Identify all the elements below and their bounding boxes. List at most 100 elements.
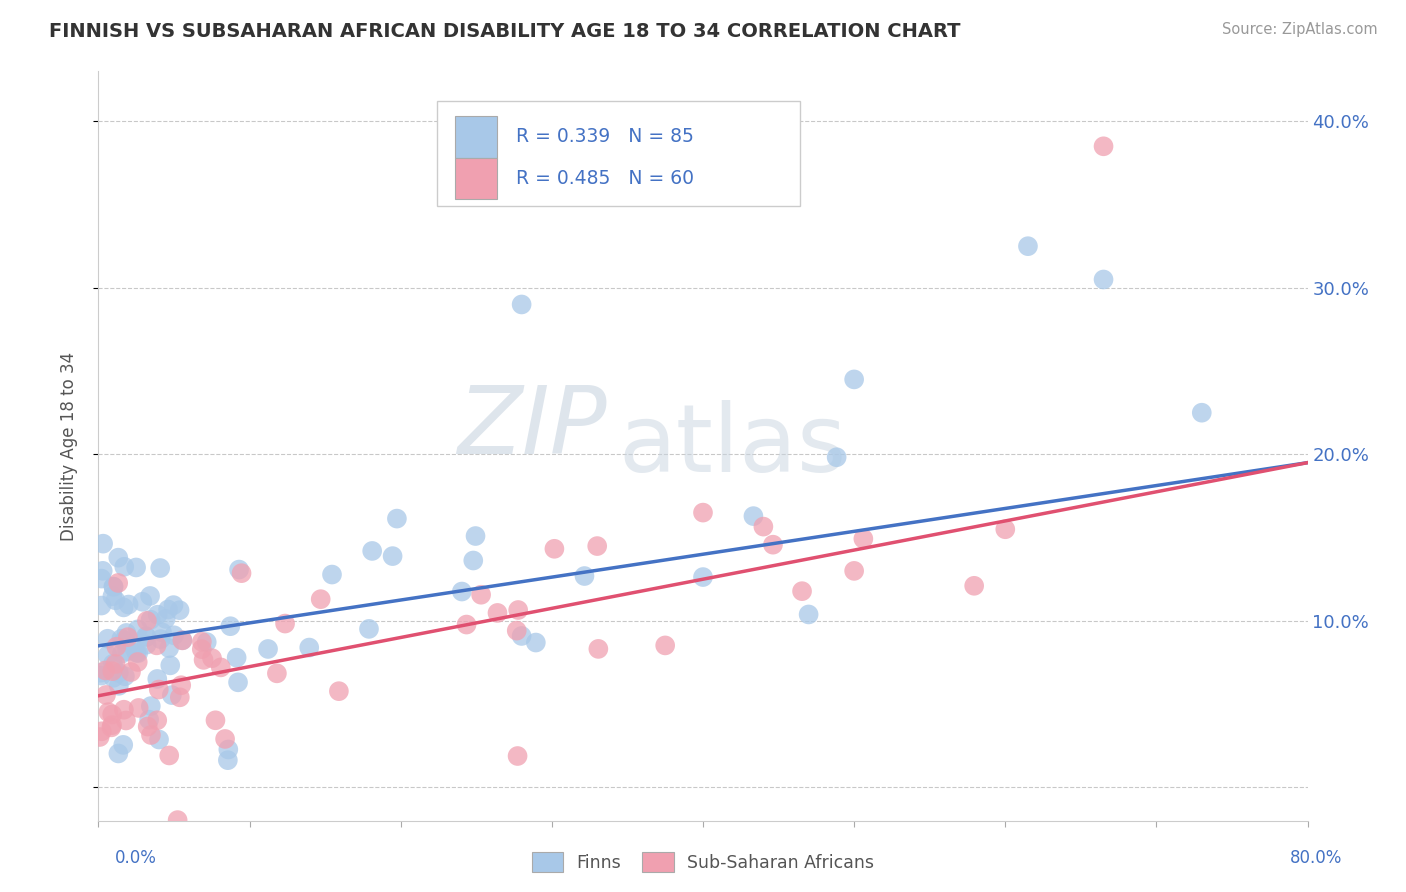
Point <box>125 646 148 660</box>
Point <box>112 559 135 574</box>
Bar <box>437 102 800 206</box>
Point <box>166 813 188 827</box>
Point <box>506 624 529 638</box>
Point <box>163 628 186 642</box>
Point <box>574 569 596 583</box>
Point <box>128 701 150 715</box>
Point <box>115 626 138 640</box>
Point <box>101 718 124 732</box>
Point <box>139 589 162 603</box>
Point <box>217 753 239 767</box>
Point <box>107 747 129 761</box>
Legend: Finns, Sub-Saharan Africans: Finns, Sub-Saharan Africans <box>524 846 882 880</box>
Point <box>112 703 135 717</box>
Point <box>825 450 848 465</box>
Point <box>146 713 169 727</box>
Point <box>508 603 530 617</box>
Point <box>127 655 149 669</box>
Point <box>191 642 214 657</box>
Point <box>456 617 478 632</box>
Point <box>117 630 139 644</box>
Point <box>101 589 124 603</box>
Point <box>510 297 533 311</box>
Point <box>157 748 180 763</box>
Point <box>115 714 138 728</box>
Point <box>586 539 609 553</box>
Point <box>790 584 813 599</box>
Point <box>193 653 215 667</box>
Point <box>139 699 162 714</box>
Point <box>135 638 157 652</box>
Point <box>257 642 280 657</box>
Text: Source: ZipAtlas.com: Source: ZipAtlas.com <box>1222 22 1378 37</box>
Point <box>94 688 117 702</box>
Point <box>149 561 172 575</box>
Point <box>112 600 135 615</box>
Y-axis label: Disability Age 18 to 34: Disability Age 18 to 34 <box>59 351 77 541</box>
Point <box>97 705 120 719</box>
Point <box>101 657 124 671</box>
Point <box>155 612 177 626</box>
Point <box>524 635 547 649</box>
Point <box>1092 139 1115 153</box>
Point <box>381 549 404 563</box>
Point <box>120 665 142 679</box>
Point <box>105 640 128 654</box>
Point <box>357 622 380 636</box>
Point <box>266 666 288 681</box>
Point <box>692 570 714 584</box>
Point <box>150 625 173 640</box>
Point <box>124 640 146 655</box>
Point <box>115 644 138 658</box>
Point <box>94 664 117 678</box>
Point <box>127 623 149 637</box>
Point <box>100 720 122 734</box>
Point <box>209 660 232 674</box>
Point <box>157 602 180 616</box>
Point <box>963 579 986 593</box>
Point <box>692 506 714 520</box>
Point <box>169 603 191 617</box>
Point <box>90 665 112 680</box>
Point <box>160 688 183 702</box>
Point <box>104 593 127 607</box>
Point <box>506 749 529 764</box>
Point <box>107 550 129 565</box>
Point <box>844 564 866 578</box>
Point <box>103 580 125 594</box>
Point <box>101 664 124 678</box>
Point <box>361 544 384 558</box>
Point <box>1191 406 1213 420</box>
Point <box>139 728 162 742</box>
Point <box>107 576 129 591</box>
Point <box>101 707 124 722</box>
Point <box>91 536 114 550</box>
Point <box>228 563 250 577</box>
Point <box>104 657 127 671</box>
Point <box>752 519 775 533</box>
Point <box>146 607 169 622</box>
Point <box>204 713 226 727</box>
Point <box>214 731 236 746</box>
Point <box>135 630 157 644</box>
Point <box>1092 272 1115 286</box>
Point <box>110 632 132 646</box>
Point <box>797 607 820 622</box>
Point <box>543 541 565 556</box>
Point <box>463 553 485 567</box>
Point <box>146 672 169 686</box>
Point <box>298 640 321 655</box>
Point <box>464 529 486 543</box>
Point <box>169 690 191 705</box>
Point <box>107 665 129 680</box>
Point <box>108 679 131 693</box>
Text: atlas: atlas <box>619 400 846 492</box>
Point <box>225 650 247 665</box>
Text: R = 0.485   N = 60: R = 0.485 N = 60 <box>516 169 693 188</box>
Point <box>138 713 160 727</box>
Point <box>226 675 249 690</box>
Point <box>274 616 297 631</box>
Point <box>90 724 112 739</box>
Point <box>450 584 472 599</box>
Point <box>131 595 153 609</box>
